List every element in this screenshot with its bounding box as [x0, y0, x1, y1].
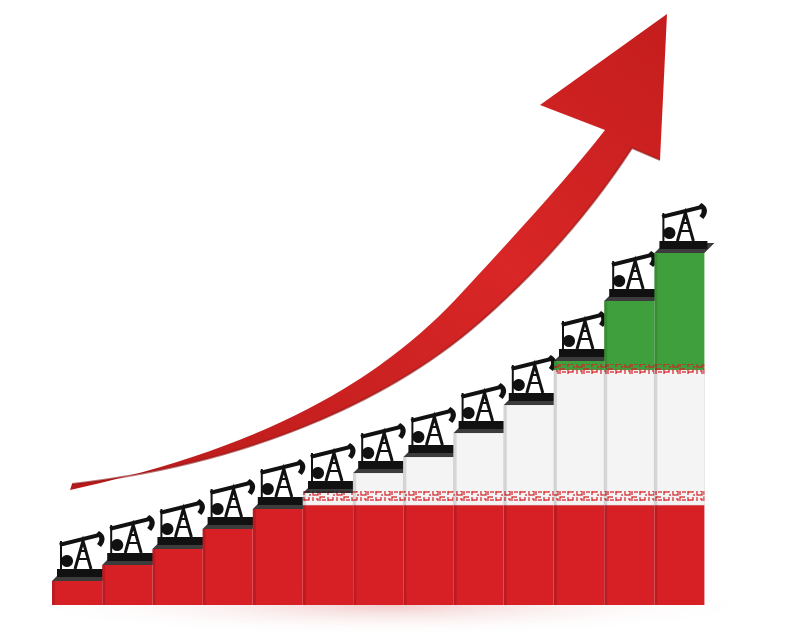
bar-red-band: [554, 505, 604, 605]
bar-emblem-strip: [654, 364, 705, 374]
bar-red-band: [654, 505, 705, 605]
bar-emblem-strip: [604, 491, 655, 501]
bar-emblem-strip: [554, 491, 604, 501]
pumpjack-icon: [508, 355, 557, 401]
bar-red-band: [152, 549, 203, 605]
pumpjack-icon: [559, 311, 607, 357]
bar-white-band: [603, 369, 655, 506]
pumpjack-icon: [659, 203, 708, 249]
bar-red-band: [252, 509, 303, 605]
bar-emblem-strip: [604, 364, 655, 374]
bar-emblem-strip: [453, 491, 504, 501]
bar-emblem-strip: [654, 491, 705, 501]
bar-red-band: [353, 505, 404, 605]
bar-emblem-strip: [503, 491, 554, 501]
bar-green-band: [654, 253, 705, 370]
rising-arrow-icon: [70, 14, 667, 490]
pumpjack-icon: [207, 479, 256, 525]
pumpjack-icon: [57, 531, 105, 577]
chart-bar: [654, 243, 715, 605]
bar-red-band: [453, 505, 504, 605]
bar-emblem-strip: [303, 491, 353, 501]
chart-bar: [453, 423, 514, 605]
bars-group: [52, 203, 715, 605]
chart-bar: [352, 463, 414, 605]
bar-white-band: [654, 369, 705, 506]
bar-red-band: [604, 505, 655, 605]
bar-green-band: [604, 301, 655, 370]
pumpjack-icon: [257, 459, 306, 505]
bar-red-band: [52, 581, 102, 605]
chart-bar: [503, 395, 564, 605]
chart-bar: [252, 499, 313, 605]
bar-white-band: [553, 369, 605, 506]
chart-bar: [553, 351, 614, 605]
pumpjack-icon: [358, 423, 407, 469]
bar-red-band: [202, 529, 253, 605]
pumpjack-icon: [408, 407, 457, 453]
bar-emblem-strip: [353, 491, 404, 501]
bar-red-band: [303, 505, 353, 605]
pumpjack-icon: [458, 383, 507, 429]
bar-red-band: [102, 565, 153, 605]
bar-white-band: [503, 404, 555, 506]
pumpjack-icon: [308, 443, 356, 489]
bar-emblem-strip: [403, 491, 454, 501]
bar-red-band: [503, 505, 554, 605]
pumpjack-icon: [107, 515, 156, 561]
bar-red-band: [403, 505, 454, 605]
chart-bar: [603, 291, 665, 605]
pumpjack-icon: [609, 251, 658, 297]
pumpjack-icon: [157, 499, 206, 545]
bar-emblem-strip: [554, 364, 604, 374]
